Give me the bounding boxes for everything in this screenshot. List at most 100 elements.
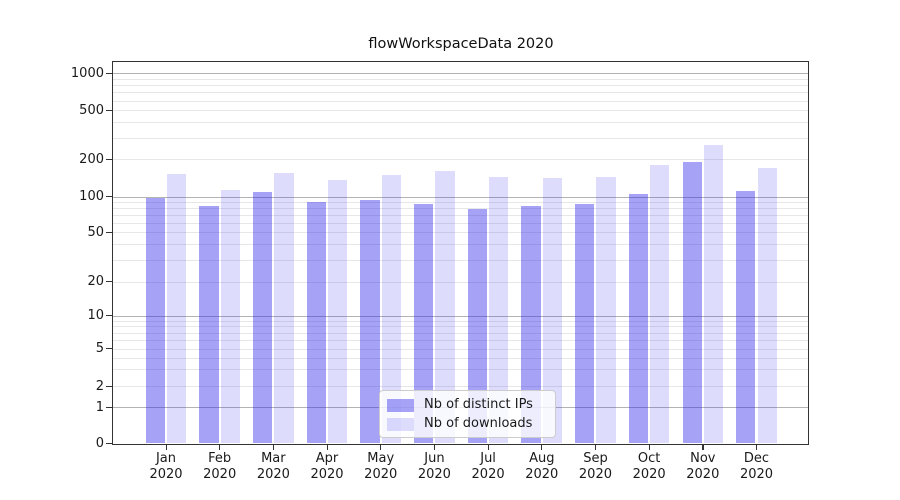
y-tick-label-500: 500 [79,102,104,118]
bar-distinct-ips-oct [628,194,649,444]
gridline-y-400 [113,122,808,124]
bar-distinct-ips-jun [414,203,434,444]
bar-distinct-ips-sep [575,204,595,444]
bar-downloads-jan [167,174,187,444]
bar-downloads-nov [703,144,724,444]
bar-downloads-mar [274,173,294,444]
bar-distinct-ips-feb [199,205,219,444]
x-tick-label-jul: Jul 2020 [471,451,505,482]
x-tick-label-feb: Feb 2020 [203,451,237,482]
y-tick-50 [106,231,113,233]
gridline-y-90 [113,202,808,204]
x-tick-jan [165,444,167,450]
gridline-y-80 [113,208,808,210]
x-tick-label-sep: Sep 2020 [578,451,612,482]
y-tick-200 [106,158,113,161]
y-tick-100 [106,196,113,198]
y-tick-label-50: 50 [87,224,104,240]
y-tick-label-5: 5 [95,341,104,356]
gridline-y-300 [113,137,808,139]
legend-label-distinct-ips: Nb of distinct IPs [424,397,533,412]
gridline-y-major-10 [113,315,808,317]
bar-downloads-dec [757,168,777,444]
y-tick-label-1: 1 [95,399,104,415]
legend: Nb of distinct IPs Nb of downloads [379,390,556,438]
x-tick-label-oct: Oct 2020 [632,451,666,482]
bar-distinct-ips-apr [306,201,327,444]
x-tick-sep [594,444,597,450]
y-tick-5 [106,348,113,350]
gridline-y-600 [113,100,808,102]
x-tick-label-may: May 2020 [364,451,398,482]
x-tick-oct [648,444,650,450]
legend-label-downloads: Nb of downloads [424,416,533,431]
x-tick-apr [326,444,328,450]
x-tick-jun [433,444,436,450]
x-tick-dec [756,444,758,450]
gridline-y-4 [113,357,808,359]
x-tick-label-nov: Nov 2020 [686,451,720,482]
gridline-y-60 [113,222,808,224]
gridline-y-200 [113,159,808,161]
x-tick-label-dec: Dec 2020 [739,451,774,482]
gridline-y-8 [113,326,808,328]
gridline-y-50 [113,232,808,234]
bar-distinct-ips-may [360,199,380,444]
gridline-y-700 [113,92,808,94]
gridline-y-40 [113,244,808,246]
bar-distinct-ips-mar [253,191,273,444]
legend-swatch-downloads [387,417,414,431]
legend-item-downloads: Nb of downloads [387,417,547,431]
gridline-y-30 [113,259,808,261]
bar-distinct-ips-nov [682,162,702,444]
gridline-y-3 [113,369,808,371]
y-tick-10 [106,315,113,317]
x-tick-label-mar: Mar 2020 [256,451,290,482]
x-tick-mar [272,444,275,450]
bar-downloads-oct [650,165,670,444]
y-tick-label-0: 0 [95,436,104,451]
gridline-y-6 [113,339,808,341]
bar-downloads-jul [489,177,509,444]
bar-distinct-ips-jan [145,198,165,444]
x-tick-jul [487,444,489,450]
bar-downloads-aug [542,177,563,444]
y-tick-label-200: 200 [79,151,104,167]
gridline-y-800 [113,85,808,87]
y-tick-label-10: 10 [87,308,104,324]
legend-swatch-distinct-ips [387,398,414,412]
gridline-y-5 [113,348,808,350]
gridline-y-major-100 [113,196,808,198]
bar-downloads-feb [220,190,240,444]
y-tick-label-100: 100 [79,189,104,205]
y-tick-label-20: 20 [87,274,104,290]
gridline-y-70 [113,215,808,217]
y-tick-label-2: 2 [95,378,104,394]
x-tick-label-apr: Apr 2020 [310,451,344,482]
bar-downloads-jun [435,171,455,444]
gridline-y-500 [113,110,808,112]
gridline-y-900 [113,78,808,80]
gridline-y-major-1000 [113,73,808,75]
y-tick-1 [106,406,113,408]
bar-distinct-ips-aug [521,205,541,444]
y-tick-0 [106,443,113,445]
gridline-y-9 [113,320,808,322]
bar-distinct-ips-jul [467,209,488,444]
y-tick-20 [106,281,113,283]
x-tick-label-jan: Jan 2020 [149,451,183,482]
x-tick-nov [702,444,704,450]
y-tick-label-1000: 1000 [70,65,104,81]
x-tick-aug [541,444,543,450]
chart-title: flowWorkspaceData 2020 [368,36,554,52]
x-tick-may [380,444,382,450]
gridline-y-7 [113,332,808,334]
bar-downloads-may [381,174,402,444]
x-tick-label-aug: Aug 2020 [525,451,559,482]
legend-item-distinct-ips: Nb of distinct IPs [387,398,547,412]
y-tick-2 [106,385,113,387]
bar-downloads-sep [596,177,616,444]
y-tick-1000 [106,72,113,74]
y-tick-500 [106,109,113,111]
